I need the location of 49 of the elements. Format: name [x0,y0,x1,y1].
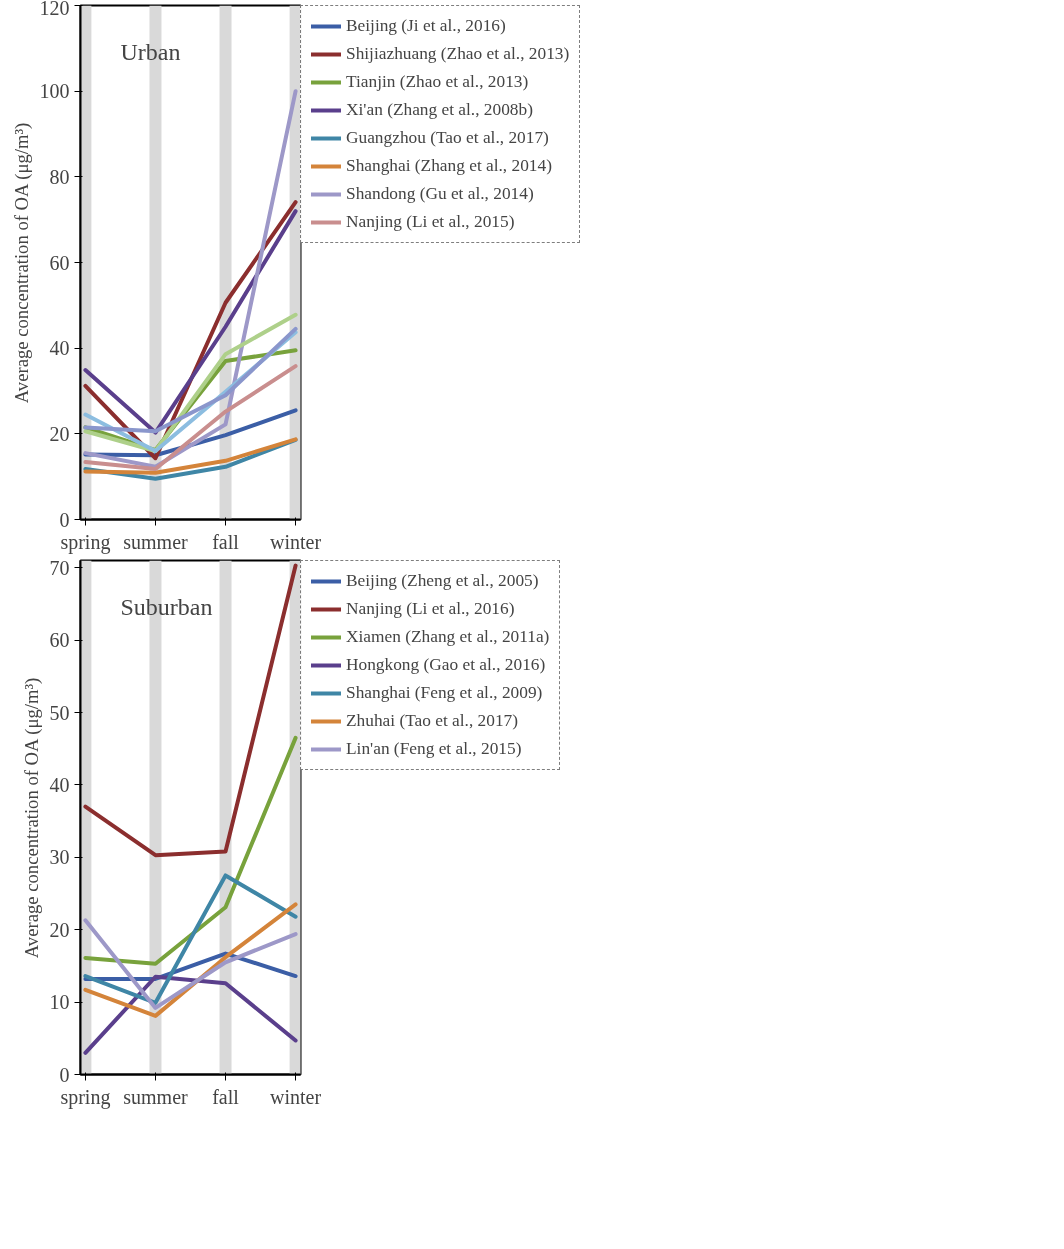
legend-label: Zhuhai (Tao et al., 2017) [346,711,519,731]
y-tick-label: 50 [49,701,70,724]
y-tick-label: 80 [49,165,70,188]
y-axis-title: Average concentration of OA (μg/m³) [20,677,43,959]
line-series [83,735,298,966]
legend-label: Hongkong (Gao et al., 2016) [346,655,546,675]
line-series [83,873,298,1005]
x-tick-label: summer [123,530,189,553]
legend-label: Xi'an (Zhang et al., 2008b) [346,100,533,120]
y-tick-label: 30 [49,846,70,869]
y-tick-label: 20 [49,422,70,445]
y-tick-label: 60 [49,629,70,652]
legend-label: Lin'an (Feng et al., 2015) [346,739,522,759]
text: Urban [120,38,181,65]
legend-label: Guangzhou (Tao et al., 2017) [346,128,549,148]
y-tick-label: 70 [49,556,70,579]
y-tick-label: 120 [39,0,70,19]
line-series [83,326,298,434]
y-tick-label: 40 [49,337,70,360]
y-axis-title: Average concentration of OA (μg/m³) [10,122,33,404]
x-tick-label: spring [60,1085,111,1109]
legend-label: Shandong (Gu et al., 2014) [346,184,534,204]
y-tick-label: 100 [39,80,70,103]
legend-label: Tianjin (Zhao et al., 2013) [346,72,529,92]
text: Suburban [120,593,213,620]
line-series [83,364,298,471]
y-tick-label: 60 [49,251,70,274]
y-tick-label: 0 [59,1063,70,1086]
x-tick-label: winter [270,530,322,553]
legend-label: Beijing (Ji et al., 2016) [346,16,506,36]
x-tick-label: fall [212,1085,240,1108]
y-tick-label: 10 [49,991,70,1014]
legend-label: Beijing (Zheng et al., 2005) [346,571,539,591]
legend-label: Shijiazhuang (Zhao et al., 2013) [346,44,570,64]
y-tick-label: 0 [59,508,70,531]
line-series [83,918,298,1010]
y-tick-label: 40 [49,773,70,796]
legend-label: Xiamen (Zhang et al., 2011a) [346,627,550,647]
x-tick-label: winter [270,1085,322,1108]
legend-label: Nanjing (Li et al., 2016) [346,599,515,619]
x-tick-label: spring [60,530,111,554]
line-series [83,563,298,858]
legend-label: Nanjing (Li et al., 2015) [346,212,515,232]
legend-label: Shanghai (Zhang et al., 2014) [346,156,552,176]
line-series [83,89,298,469]
legend-label: Shanghai (Feng et al., 2009) [346,683,543,703]
y-tick-label: 20 [49,918,70,941]
x-tick-label: summer [123,1085,189,1108]
x-tick-label: fall [212,530,240,553]
